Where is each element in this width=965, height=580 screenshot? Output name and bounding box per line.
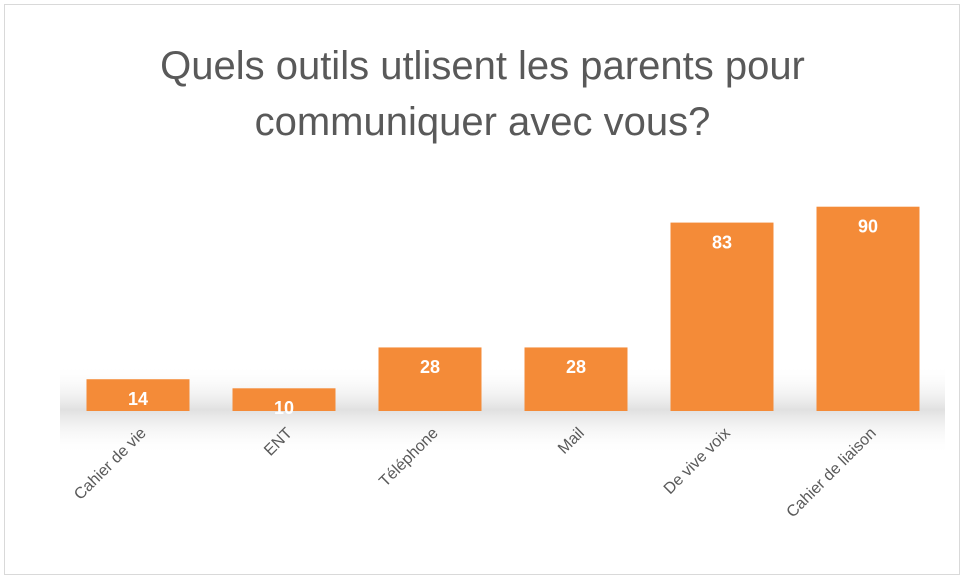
value-label: 28: [566, 357, 586, 377]
chart-border: [4, 4, 960, 575]
value-label: 10: [274, 398, 294, 418]
bar: [378, 347, 482, 411]
bar: [232, 388, 336, 411]
bar: [816, 206, 920, 411]
floor-shadow: [60, 365, 945, 455]
bar: [86, 379, 190, 411]
value-label: 83: [712, 232, 732, 252]
bar: [670, 222, 774, 411]
value-label: 28: [420, 357, 440, 377]
value-label: 14: [128, 389, 148, 409]
bar: [524, 347, 628, 411]
value-label: 90: [858, 216, 878, 236]
chart-title: Quels outils utlisent les parents pour c…: [160, 44, 805, 144]
